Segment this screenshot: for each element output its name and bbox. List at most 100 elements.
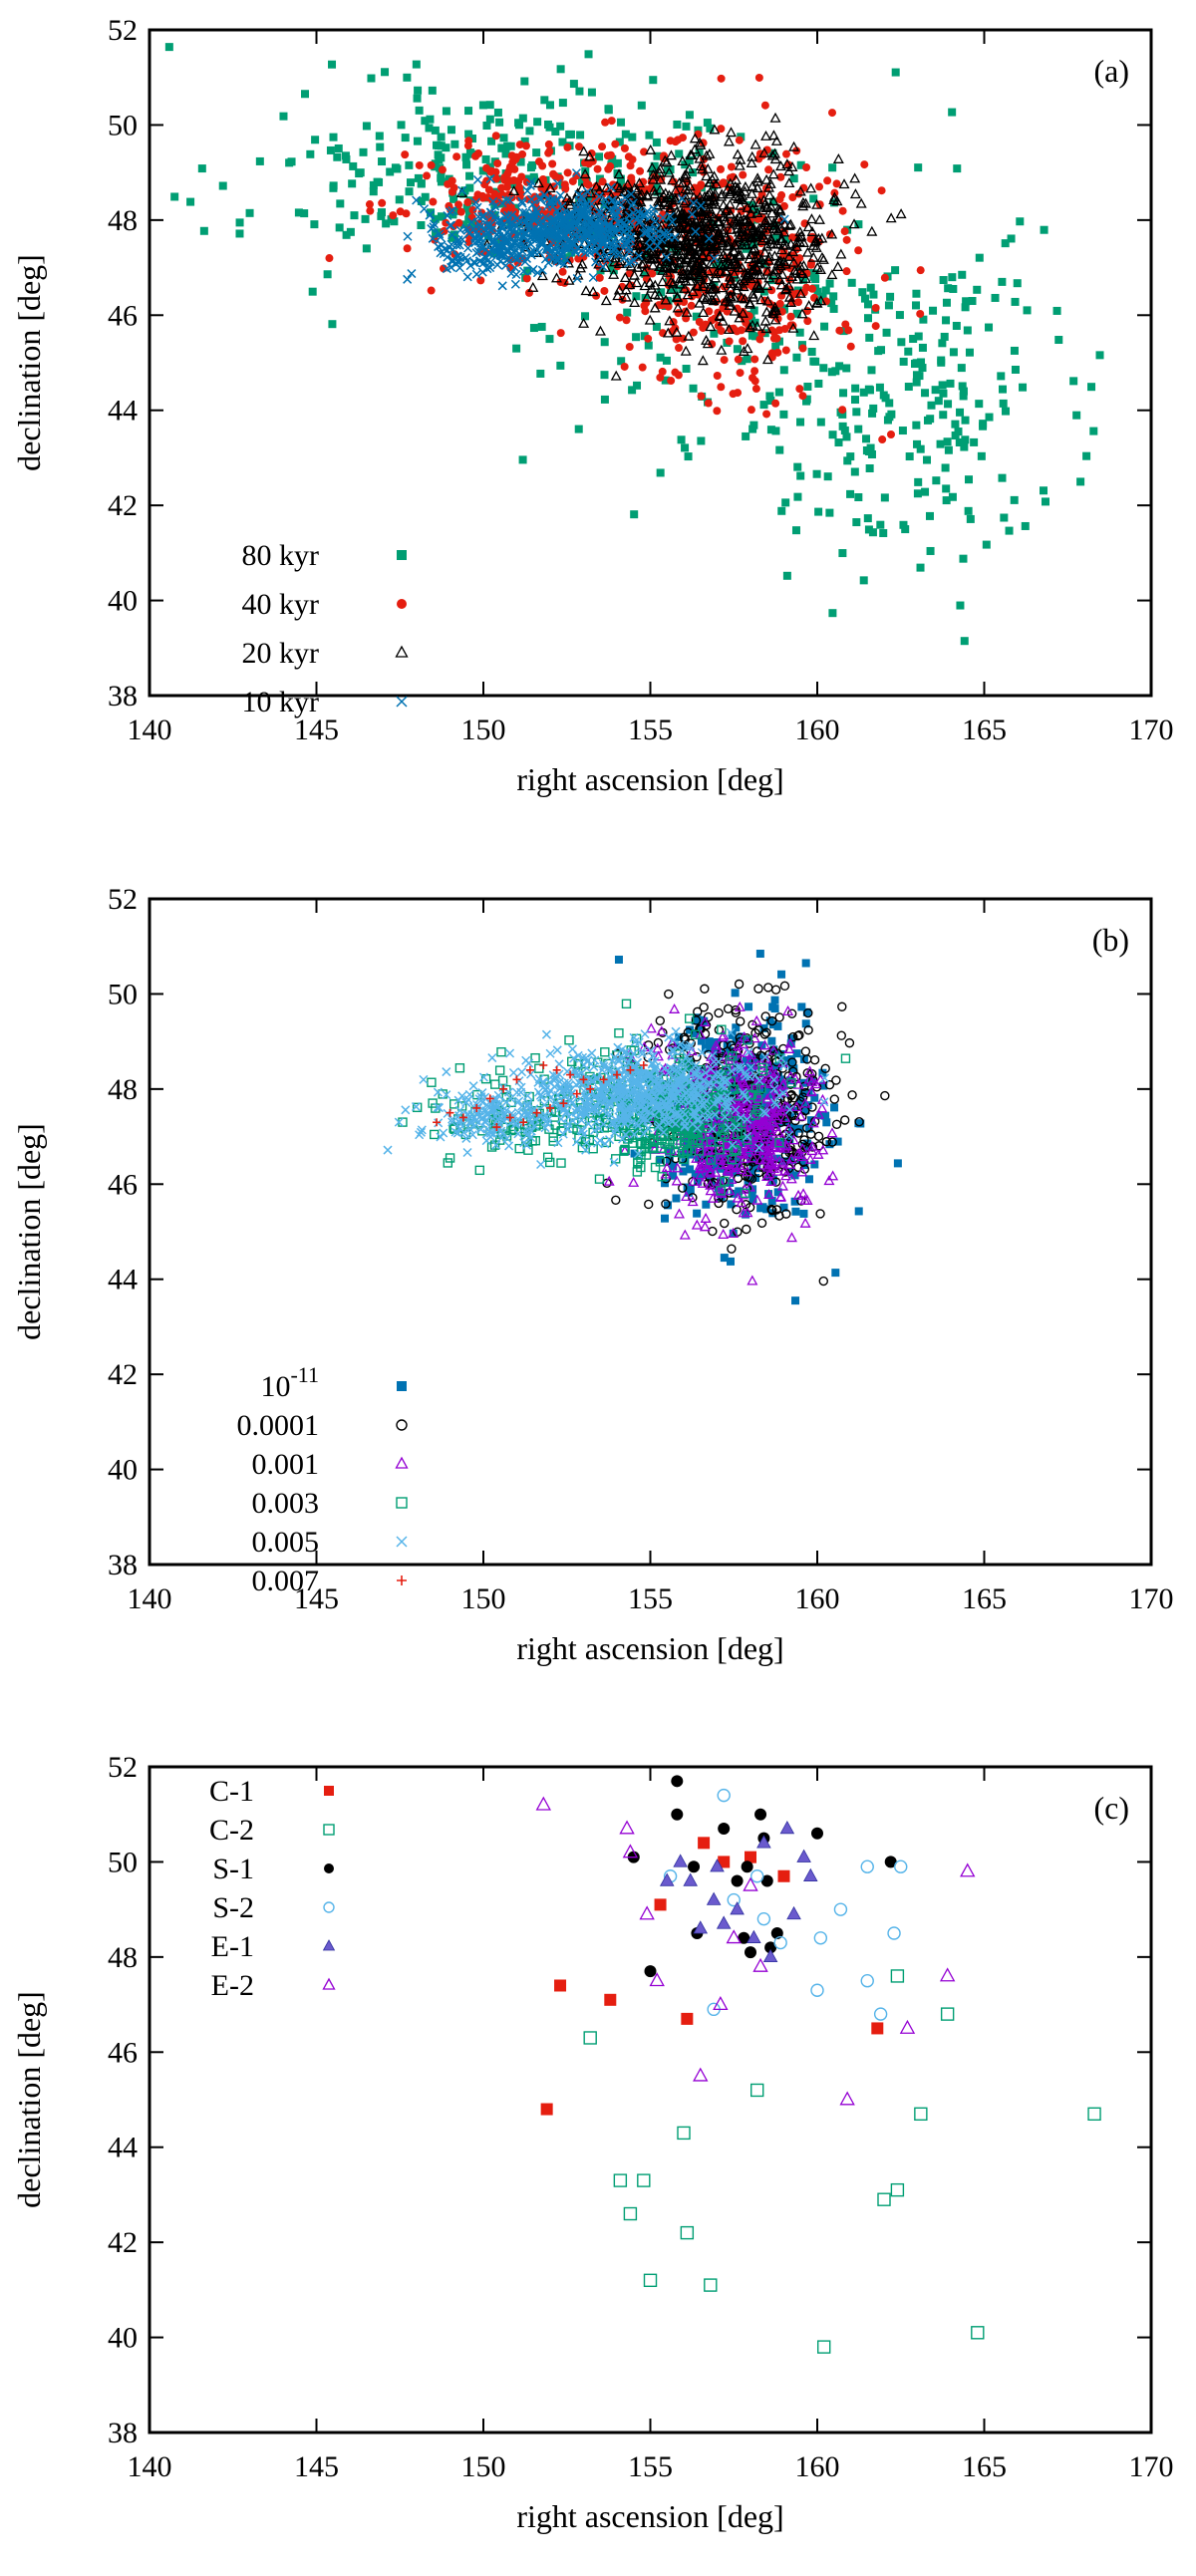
data-point-40 kyr (561, 184, 570, 193)
data-point-20 kyr (723, 136, 735, 146)
data-point-10 kyr (504, 195, 515, 205)
data-point-20 kyr (662, 327, 674, 338)
data-point-20 kyr (702, 265, 714, 276)
data-point-20 kyr (786, 160, 798, 171)
series-0.001 (603, 1001, 839, 1286)
data-point-80 kyr (415, 106, 424, 115)
data-point-80 kyr (437, 142, 446, 150)
data-point-20 kyr (645, 143, 657, 154)
data-point-1e-11 (791, 1207, 800, 1216)
data-point-0.001 (747, 1275, 758, 1286)
data-point-20 kyr (835, 248, 847, 259)
data-point-80 kyr (875, 383, 884, 392)
data-point-10 kyr (565, 209, 575, 219)
data-point-20 kyr (749, 139, 761, 149)
data-point-20 kyr (649, 279, 661, 290)
data-point-20 kyr (848, 218, 860, 229)
data-point-20 kyr (653, 289, 665, 300)
data-point-20 kyr (712, 216, 724, 227)
data-point-20 kyr (698, 267, 710, 278)
data-point-80 kyr (497, 143, 506, 152)
data-point-0.0001 (844, 1037, 855, 1048)
data-point-80 kyr (803, 382, 812, 391)
data-point-40 kyr (671, 324, 680, 333)
data-point-80 kyr (942, 298, 951, 307)
data-point-0.0001 (734, 979, 745, 990)
data-point-80 kyr (998, 277, 1007, 286)
data-point-40 kyr (720, 356, 729, 365)
data-point-80 kyr (235, 229, 244, 238)
data-point-20 kyr (716, 282, 728, 293)
data-point-80 kyr (552, 237, 561, 246)
data-point-10 kyr (588, 272, 598, 283)
data-point-10 kyr (556, 232, 566, 242)
data-point-20 kyr (761, 240, 773, 251)
data-point-80 kyr (381, 68, 390, 77)
data-point-80 kyr (938, 381, 947, 390)
y-tick-label: 42 (108, 489, 138, 522)
data-point-20 kyr (720, 205, 732, 216)
data-point-20 kyr (660, 294, 672, 305)
data-point-20 kyr (702, 274, 714, 285)
data-point-20 kyr (788, 141, 800, 151)
data-point-80 kyr (765, 392, 774, 401)
data-point-80 kyr (796, 471, 805, 480)
data-point-1e-11 (831, 1269, 840, 1278)
data-point-80 kyr (1005, 526, 1014, 535)
data-point-20 kyr (742, 224, 753, 235)
data-point-80 kyr (569, 80, 578, 89)
data-point-0.003 (556, 1158, 566, 1168)
data-point-40 kyr (658, 367, 667, 376)
data-point-80 kyr (414, 173, 423, 182)
data-point-40 kyr (729, 390, 738, 399)
data-point-80 kyr (405, 187, 414, 196)
data-point-80 kyr (692, 312, 701, 321)
data-point-10 kyr (649, 204, 659, 214)
data-point-80 kyr (1013, 279, 1022, 288)
data-point-80 kyr (938, 339, 947, 348)
y-tick-label: 52 (108, 14, 138, 47)
data-point-80 kyr (975, 253, 984, 262)
data-point-20 kyr (697, 355, 709, 366)
data-point-1e-11 (756, 1204, 765, 1213)
data-point-80 kyr (923, 455, 932, 464)
data-point-20 kyr (785, 296, 797, 307)
data-point-20 kyr (685, 226, 697, 237)
data-point-40 kyr (415, 160, 424, 169)
data-point-80 kyr (932, 476, 941, 485)
data-point-40 kyr (854, 246, 863, 255)
data-point-1e-11 (801, 959, 810, 968)
data-point-40 kyr (601, 118, 610, 127)
series-20 kyr (455, 112, 907, 381)
data-point-10 kyr (581, 227, 591, 237)
data-point-80 kyr (809, 194, 818, 203)
data-point-20 kyr (631, 184, 643, 195)
data-point-80 kyr (975, 400, 984, 409)
data-point-20 kyr (739, 293, 750, 304)
data-point-40 kyr (515, 184, 524, 193)
data-point-20 kyr (746, 187, 757, 198)
data-point-20 kyr (702, 338, 714, 349)
data-point-80 kyr (868, 409, 877, 418)
data-point-10 kyr (619, 253, 629, 263)
data-point-40 kyr (779, 201, 788, 210)
data-point-20 kyr (689, 143, 701, 154)
data-point-20 kyr (649, 302, 661, 313)
data-point-80 kyr (791, 526, 800, 535)
data-point-40 kyr (880, 273, 889, 282)
data-point-20 kyr (704, 283, 716, 294)
data-point-20 kyr (612, 290, 624, 301)
data-point-80 kyr (426, 115, 435, 124)
data-point-20 kyr (544, 182, 556, 193)
data-point-10 kyr (497, 281, 507, 291)
data-point-40 kyr (463, 198, 472, 207)
data-point-20 kyr (755, 294, 767, 305)
data-point-20 kyr (762, 214, 774, 225)
data-point-80 kyr (840, 426, 849, 434)
data-point-40 kyr (427, 160, 436, 169)
data-point-80 kyr (362, 122, 371, 131)
data-point-0.001 (679, 1229, 691, 1240)
data-point-80 kyr (820, 322, 829, 331)
data-point-20 kyr (715, 266, 727, 277)
